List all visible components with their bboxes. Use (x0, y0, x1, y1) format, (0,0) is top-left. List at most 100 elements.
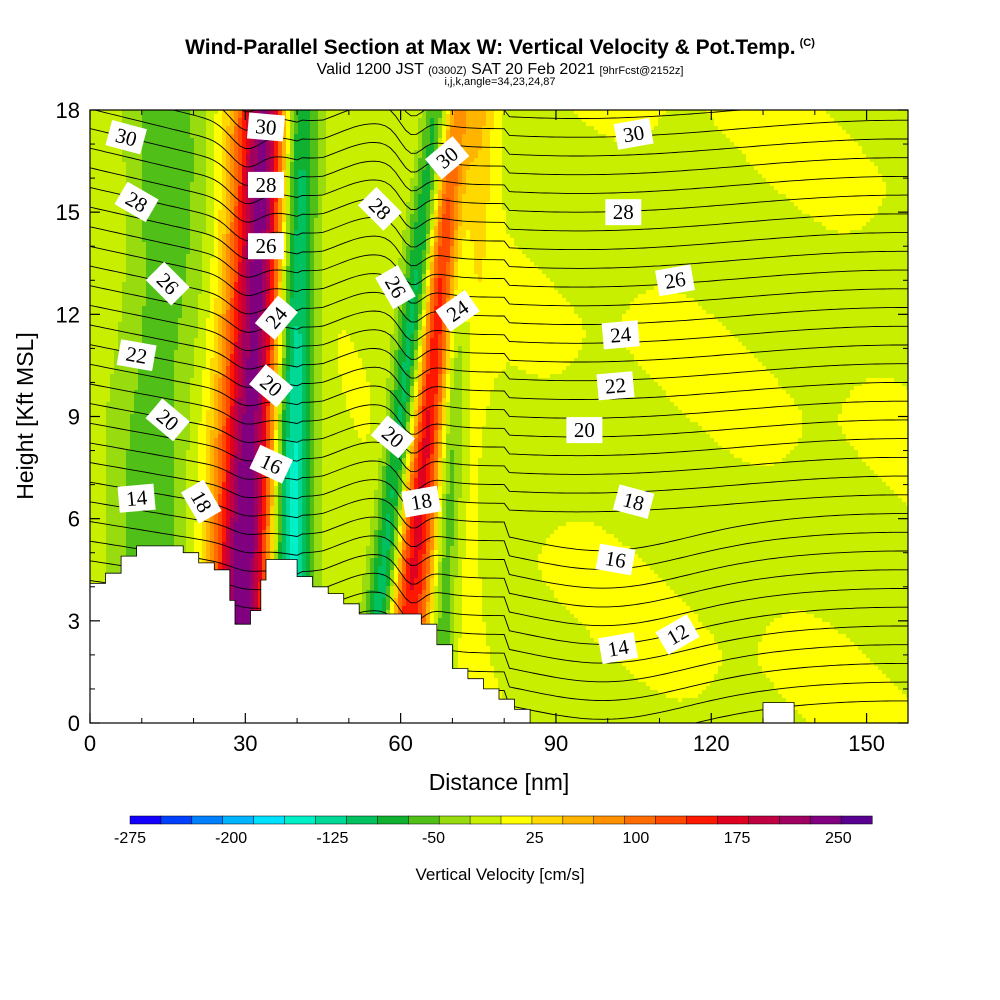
field-cell (106, 370, 111, 375)
field-cell (214, 542, 219, 547)
field-cell (194, 242, 199, 247)
field-cell (182, 466, 187, 471)
field-cell (178, 266, 183, 271)
field-cell (190, 118, 195, 123)
field-cell (118, 302, 123, 307)
field-cell (130, 530, 135, 535)
field-cell (130, 274, 135, 279)
field-cell (202, 450, 207, 455)
field-cell (174, 458, 179, 463)
field-cell (94, 374, 99, 379)
field-cell (210, 326, 215, 331)
field-cell (94, 550, 99, 555)
field-cell (114, 330, 119, 335)
field-cell (186, 434, 191, 439)
field-cell (158, 162, 163, 167)
field-cell (218, 198, 223, 203)
field-cell (122, 406, 127, 411)
field-cell (194, 370, 199, 375)
field-cell (170, 314, 175, 319)
field-cell (214, 558, 219, 563)
field-cell (186, 450, 191, 455)
field-cell (134, 522, 139, 527)
field-cell (218, 122, 223, 127)
field-cell (114, 254, 119, 259)
field-cell (182, 394, 187, 399)
field-cell (150, 310, 155, 315)
field-cell (210, 186, 215, 191)
field-cell (178, 154, 183, 159)
field-cell (154, 386, 159, 391)
field-cell (114, 322, 119, 327)
field-cell (158, 510, 163, 515)
field-cell (122, 218, 127, 223)
field-cell (186, 462, 191, 467)
field-cell (202, 314, 207, 319)
field-cell (150, 234, 155, 239)
field-cell (110, 302, 115, 307)
field-cell (142, 322, 147, 327)
field-cell (102, 230, 107, 235)
field-cell (114, 146, 119, 151)
field-cell (114, 570, 119, 575)
field-cell (146, 110, 151, 115)
field-cell (190, 206, 195, 211)
field-cell (134, 158, 139, 163)
field-cell (130, 110, 135, 115)
field-cell (162, 466, 167, 471)
field-cell (194, 110, 199, 115)
field-cell (210, 490, 215, 495)
field-cell (154, 134, 159, 139)
field-cell (150, 230, 155, 235)
field-cell (122, 450, 127, 455)
field-cell (146, 146, 151, 151)
field-cell (94, 214, 99, 219)
field-cell (134, 478, 139, 483)
field-cell (90, 170, 95, 175)
field-cell (210, 530, 215, 535)
field-cell (162, 494, 167, 499)
field-cell (94, 278, 99, 283)
field-cell (94, 258, 99, 263)
field-cell (190, 446, 195, 451)
field-cell (122, 538, 127, 543)
field-cell (110, 518, 115, 523)
field-cell (194, 138, 199, 143)
field-cell (134, 390, 139, 395)
field-cell (98, 302, 103, 307)
field-cell (202, 142, 207, 147)
field-cell (218, 282, 223, 287)
field-cell (214, 158, 219, 163)
field-cell (166, 350, 171, 355)
field-cell (190, 454, 195, 459)
field-cell (146, 390, 151, 395)
field-cell (194, 270, 199, 275)
field-cell (210, 110, 215, 115)
field-cell (98, 374, 103, 379)
field-cell (94, 174, 99, 179)
field-cell (186, 158, 191, 163)
field-cell (178, 166, 183, 171)
field-cell (142, 414, 147, 419)
field-cell (178, 194, 183, 199)
field-cell (114, 390, 119, 395)
field-cell (102, 494, 107, 499)
field-cell (202, 322, 207, 327)
field-cell (158, 346, 163, 351)
field-cell (162, 354, 167, 359)
field-cell (194, 146, 199, 151)
field-cell (150, 466, 155, 471)
field-cell (162, 150, 167, 155)
field-cell (138, 242, 143, 247)
field-cell (130, 170, 135, 175)
field-cell (142, 326, 147, 331)
field-cell (194, 202, 199, 207)
field-cell (106, 426, 111, 431)
field-cell (94, 554, 99, 559)
field-cell (150, 390, 155, 395)
field-cell (166, 442, 171, 447)
field-cell (106, 322, 111, 327)
field-cell (174, 346, 179, 351)
field-cell (174, 322, 179, 327)
field-cell (182, 310, 187, 315)
